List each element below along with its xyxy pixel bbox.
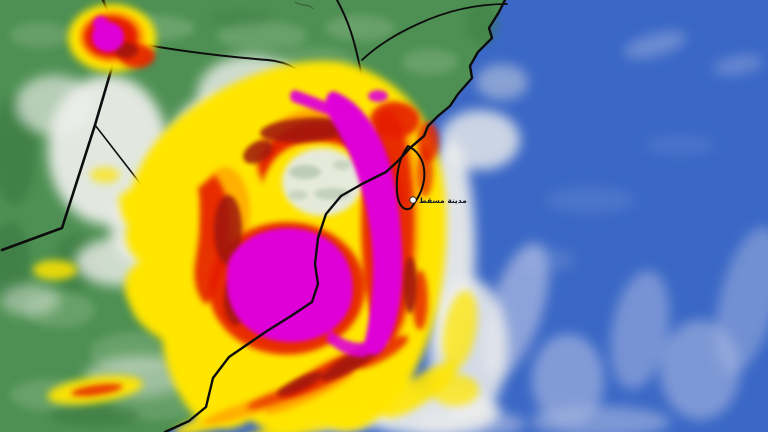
coastline bbox=[163, 0, 507, 432]
faint-top-mark bbox=[294, 1, 314, 10]
cloud-gray-edge bbox=[476, 64, 528, 100]
cyclone-eye bbox=[282, 148, 362, 216]
muscat-marker bbox=[409, 196, 417, 204]
border-northeast bbox=[361, 3, 508, 61]
muscat-bay-outline bbox=[395, 145, 426, 211]
storm-cell-northwest bbox=[92, 16, 124, 52]
cyclone-magenta-core bbox=[92, 16, 403, 357]
muscat-label: مدينة مسقط bbox=[419, 196, 467, 205]
